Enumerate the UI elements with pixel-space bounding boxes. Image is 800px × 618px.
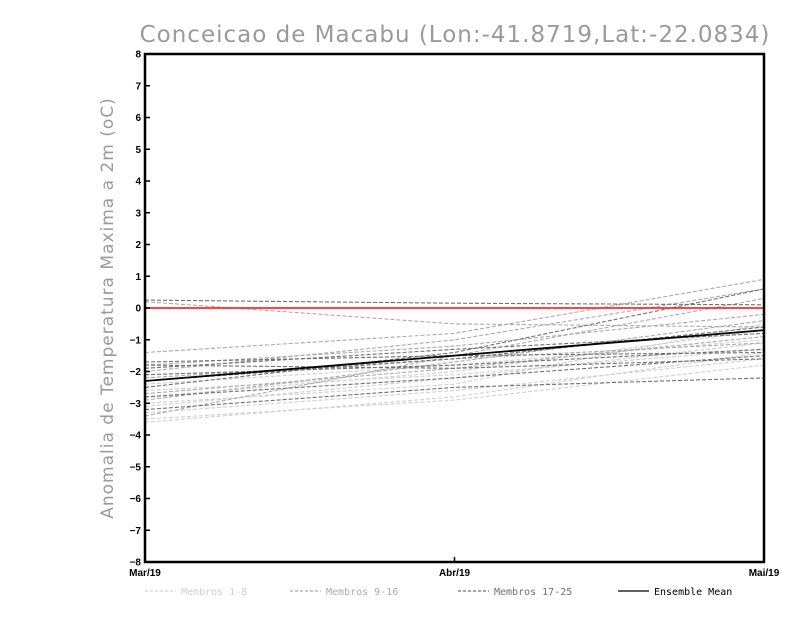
member-line — [144, 377, 765, 411]
x-tick-layer: Mar/19 Abr/19 Mai/19 — [129, 557, 780, 579]
member-line — [144, 336, 765, 395]
x-tick-label: Mai/19 — [749, 568, 780, 579]
member-line — [144, 329, 765, 398]
member-line — [144, 358, 765, 414]
x-tick-label: Abr/19 — [439, 568, 471, 579]
y-tick-label: 0 — [135, 304, 141, 315]
member-line — [144, 355, 765, 398]
legend-label: Membros 1-8 — [181, 587, 247, 598]
legend-label: Membros 17-25 — [494, 587, 572, 598]
y-tick-label: 6 — [135, 113, 141, 124]
member-line — [144, 348, 765, 376]
legend: Membros 1-8 Membros 9-16 Membros 17-25 Ense… — [145, 587, 732, 598]
y-tick-label: −2 — [130, 367, 142, 378]
y-tick-label: 7 — [135, 81, 141, 92]
y-tick-label: 1 — [135, 272, 141, 283]
ensemble-mean-line — [144, 329, 765, 382]
member-line — [144, 351, 765, 423]
member-line — [144, 299, 765, 306]
member-line — [144, 326, 765, 382]
y-tick-label: −8 — [130, 558, 142, 569]
y-tick-label: 3 — [135, 208, 141, 219]
member-line — [144, 364, 765, 420]
member-line — [144, 358, 765, 369]
chart-title: Conceicao de Macabu (Lon:-41.8719,Lat:-2… — [140, 22, 771, 48]
y-tick-label: 5 — [135, 145, 141, 156]
y-tick-label: 2 — [135, 240, 141, 251]
y-tick-label: −1 — [130, 335, 142, 346]
x-tick-label: Mar/19 — [129, 568, 161, 579]
member-line — [144, 288, 765, 373]
member-line — [144, 323, 765, 404]
legend-label: Ensemble Mean — [654, 587, 732, 598]
member-line — [144, 301, 765, 328]
y-tick-label: −7 — [130, 526, 142, 537]
y-tick-label: −3 — [130, 399, 142, 410]
y-tick-label: 4 — [135, 177, 141, 188]
member-line — [144, 278, 765, 354]
y-tick-label: −4 — [130, 431, 142, 442]
series-layer — [144, 278, 765, 423]
y-axis-label: Anomalia de Temperatura Maxima a 2m (oC) — [98, 97, 118, 519]
member-line — [144, 320, 765, 401]
y-tick-label: −5 — [130, 462, 142, 473]
y-tick-label: −6 — [130, 494, 142, 505]
legend-label: Membros 9-16 — [326, 587, 398, 598]
member-line — [144, 288, 765, 388]
y-tick-label: 8 — [135, 50, 141, 61]
y-tick-layer: 8 7 6 5 4 3 2 1 0 −1 −2 −3 −4 −5 −6 −7 −8 — [130, 50, 150, 569]
member-line — [144, 313, 765, 366]
